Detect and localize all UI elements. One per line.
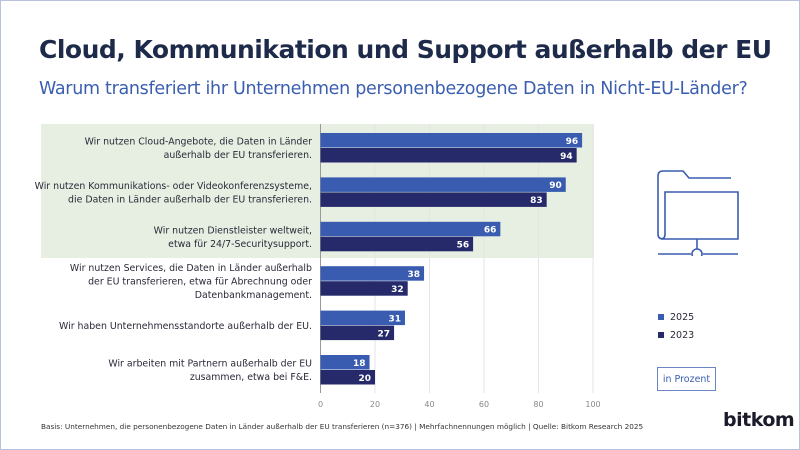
data-label: 38	[408, 270, 421, 280]
footnote: Basis: Unternehmen, die personenbezogene…	[41, 422, 644, 431]
bar-2025	[320, 177, 566, 192]
x-tick-label: 20	[370, 400, 380, 409]
x-tick-label: 80	[533, 400, 543, 409]
category-label: Wir nutzen Dienstleister weltweit,	[154, 225, 312, 236]
data-label: 31	[388, 314, 401, 324]
bar-2025	[320, 221, 501, 237]
category-label: Datenbankmanagement.	[195, 290, 312, 301]
category-label: Wir nutzen Kommunikations- oder Videokon…	[35, 181, 312, 192]
bitkom-logo: bitkom	[723, 409, 795, 431]
data-label: 32	[391, 285, 404, 295]
bar-2025	[320, 266, 425, 281]
data-label: 27	[378, 329, 391, 339]
data-label: 66	[484, 226, 497, 236]
bar-2023	[320, 236, 474, 252]
bar-2023	[320, 325, 395, 341]
bar-2023	[320, 281, 408, 296]
bar-2023	[320, 370, 375, 385]
bar-2025	[320, 133, 583, 148]
category-label: die Daten in Länder außerhalb der EU tra…	[68, 194, 312, 205]
legend-label: 2023	[670, 329, 695, 341]
data-label: 18	[353, 359, 366, 369]
legend-item-2023: 2023	[658, 326, 694, 344]
x-tick-label: 0	[318, 400, 323, 409]
bar-2023	[320, 148, 577, 163]
data-label: 56	[457, 241, 470, 251]
x-tick-label: 40	[424, 400, 434, 409]
category-label: Wir nutzen Cloud-Angebote, die Daten in …	[85, 137, 313, 148]
category-label: etwa für 24/7-Securitysupport.	[168, 239, 312, 250]
x-tick-label: 60	[479, 400, 489, 409]
data-label: 96	[566, 137, 579, 147]
unit-label: in Prozent	[657, 367, 716, 391]
bar-2025	[320, 310, 405, 326]
page-subtitle: Warum transferiert ihr Unternehmen perso…	[39, 79, 748, 99]
category-label: außerhalb der EU transferieren.	[164, 150, 312, 161]
legend-label: 2025	[670, 311, 695, 323]
bar-2023	[320, 192, 547, 207]
data-label: 90	[549, 181, 562, 191]
data-label: 83	[530, 196, 543, 206]
data-label: 20	[358, 374, 371, 384]
legend: 2025 2023	[658, 308, 694, 344]
data-label: 94	[560, 152, 573, 162]
category-label: Wir arbeiten mit Partnern außerhalb der …	[108, 359, 312, 370]
category-label: der EU transferieren, etwa für Abrechnun…	[88, 277, 312, 288]
category-label: Wir haben Unternehmensstandorte außerhal…	[59, 321, 312, 332]
x-tick-label: 100	[585, 400, 600, 409]
category-label: Wir nutzen Services, die Daten in Länder…	[70, 263, 312, 274]
folder-network-icon	[657, 170, 739, 256]
category-label: zusammen, etwa bei F&E.	[190, 372, 312, 383]
legend-item-2025: 2025	[658, 308, 694, 326]
page-title: Cloud, Kommunikation und Support außerha…	[39, 35, 772, 64]
legend-swatch	[658, 332, 664, 338]
bar-2025	[320, 355, 370, 370]
legend-swatch	[658, 314, 664, 320]
